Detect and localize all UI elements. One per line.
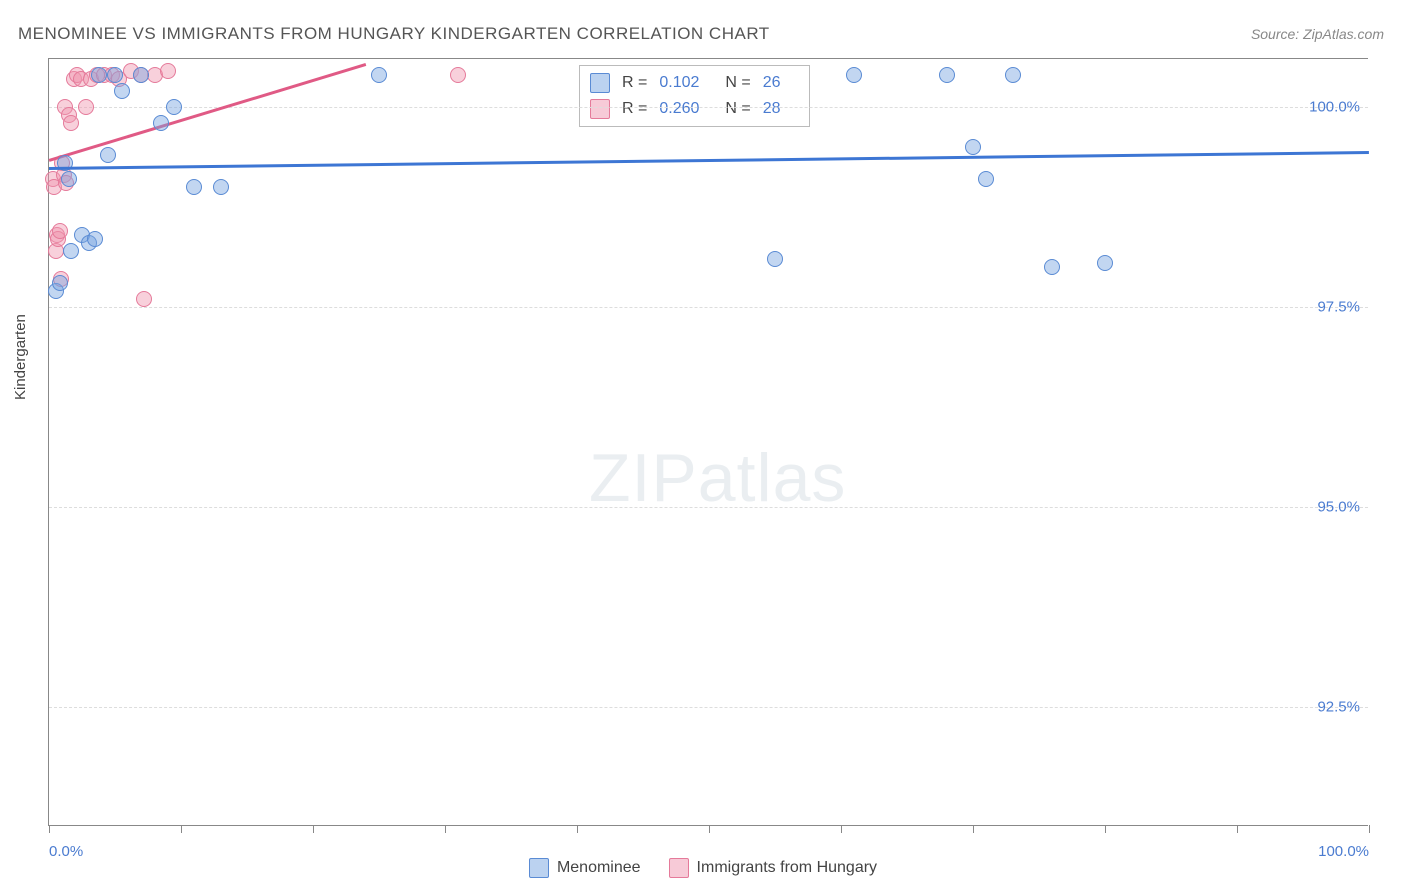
y-axis-label: Kindergarten [12, 314, 29, 400]
legend-label-hungary: Immigrants from Hungary [697, 859, 878, 877]
chart-plot-area: ZIPatlas R = 0.102 N = 26 R = 0.260 N = … [48, 58, 1368, 826]
n-value-menominee: 26 [763, 74, 781, 92]
watermark-bold: ZIP [589, 440, 698, 516]
ytick-label: 100.0% [1309, 99, 1360, 116]
swatch-pink-icon [590, 99, 610, 119]
data-point [52, 223, 68, 239]
data-point [52, 275, 68, 291]
r-label: R = [622, 100, 647, 118]
r-label: R = [622, 74, 647, 92]
data-point [61, 171, 77, 187]
gridline [49, 107, 1368, 108]
stats-row-menominee: R = 0.102 N = 26 [590, 70, 795, 96]
r-value-hungary: 0.260 [659, 100, 699, 118]
xtick [445, 825, 446, 833]
xtick [1105, 825, 1106, 833]
data-point [153, 115, 169, 131]
xtick [181, 825, 182, 833]
xtick [49, 825, 50, 833]
xtick [973, 825, 974, 833]
ytick-label: 95.0% [1317, 499, 1360, 516]
data-point [91, 67, 107, 83]
data-point [133, 67, 149, 83]
data-point [1005, 67, 1021, 83]
stats-legend: R = 0.102 N = 26 R = 0.260 N = 28 [579, 65, 810, 127]
data-point [939, 67, 955, 83]
data-point [371, 67, 387, 83]
data-point [114, 83, 130, 99]
legend-label-menominee: Menominee [557, 859, 641, 877]
data-point [78, 99, 94, 115]
trendline [49, 151, 1369, 169]
data-point [136, 291, 152, 307]
xtick [577, 825, 578, 833]
legend-item-menominee: Menominee [529, 858, 641, 878]
data-point [87, 231, 103, 247]
xtick [1237, 825, 1238, 833]
swatch-pink-icon [669, 858, 689, 878]
xtick [709, 825, 710, 833]
xtick [841, 825, 842, 833]
data-point [1044, 259, 1060, 275]
data-point [846, 67, 862, 83]
swatch-blue-icon [590, 73, 610, 93]
data-point [450, 67, 466, 83]
data-point [166, 99, 182, 115]
data-point [100, 147, 116, 163]
gridline [49, 507, 1368, 508]
n-value-hungary: 28 [763, 100, 781, 118]
gridline [49, 707, 1368, 708]
swatch-blue-icon [529, 858, 549, 878]
data-point [978, 171, 994, 187]
ytick-label: 97.5% [1317, 299, 1360, 316]
data-point [767, 251, 783, 267]
watermark-light: atlas [698, 440, 847, 516]
chart-title: MENOMINEE VS IMMIGRANTS FROM HUNGARY KIN… [18, 24, 770, 44]
data-point [965, 139, 981, 155]
data-point [160, 63, 176, 79]
data-point [63, 243, 79, 259]
data-point [186, 179, 202, 195]
legend-item-hungary: Immigrants from Hungary [669, 858, 878, 878]
series-legend: Menominee Immigrants from Hungary [0, 858, 1406, 878]
xtick [1369, 825, 1370, 833]
ytick-label: 92.5% [1317, 699, 1360, 716]
r-value-menominee: 0.102 [659, 74, 699, 92]
data-point [213, 179, 229, 195]
xtick [313, 825, 314, 833]
source-attribution: Source: ZipAtlas.com [1251, 26, 1384, 42]
data-point [107, 67, 123, 83]
n-label: N = [725, 100, 750, 118]
data-point [63, 115, 79, 131]
watermark-text: ZIPatlas [589, 439, 846, 517]
stats-row-hungary: R = 0.260 N = 28 [590, 96, 795, 122]
gridline [49, 307, 1368, 308]
n-label: N = [725, 74, 750, 92]
data-point [1097, 255, 1113, 271]
